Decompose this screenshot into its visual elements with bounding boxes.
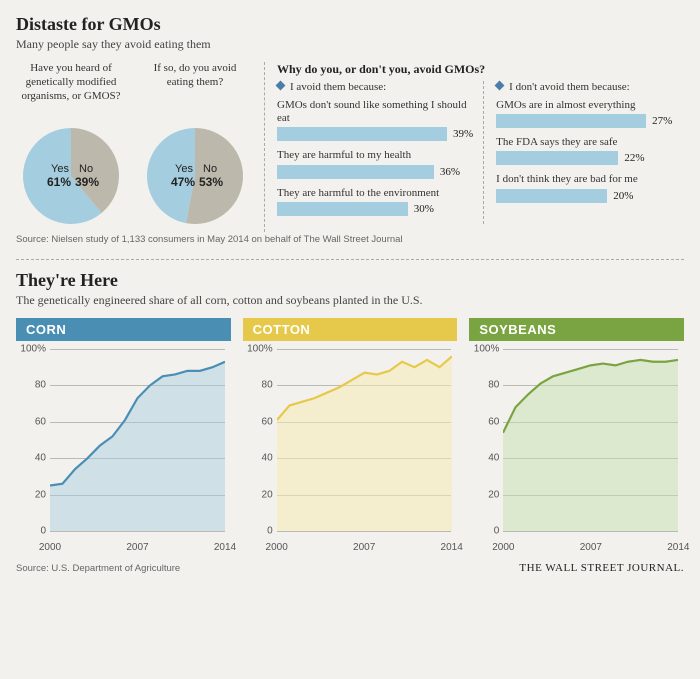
bar-label: They are harmful to my health — [277, 149, 473, 162]
y-tick-label: 20 — [20, 489, 46, 500]
y-tick-label: 60 — [473, 416, 499, 427]
dont-avoid-sub: I don't avoid them because: — [496, 81, 684, 93]
y-tick-label: 40 — [247, 453, 273, 464]
bar-value: 30% — [414, 203, 434, 215]
chart-cotton: COTTON 0 20 40 60 80 100% 200020072014 — [243, 318, 458, 539]
y-tick-label: 0 — [20, 526, 46, 537]
x-tick-label: 2000 — [39, 542, 61, 553]
pie1-question: Have you heard of genetically modified o… — [16, 62, 126, 118]
plot-area: 200020072014 — [503, 349, 678, 539]
chart-body: 0 20 40 60 80 100% 200020072014 — [469, 341, 684, 539]
chart-header: SOYBEANS — [469, 318, 684, 341]
bar-label: They are harmful to the environment — [277, 187, 473, 200]
svg-text:39%: 39% — [75, 175, 99, 189]
pie-charts: Have you heard of genetically modified o… — [16, 62, 250, 232]
y-tick-label: 60 — [247, 416, 273, 427]
x-tick-label: 2007 — [580, 542, 602, 553]
attribution: THE WALL STREET JOURNAL. — [519, 562, 684, 574]
y-tick-label: 80 — [247, 380, 273, 391]
bar-item: They are harmful to my health 36% — [277, 149, 473, 178]
y-tick-label: 20 — [247, 489, 273, 500]
line-charts-row: CORN 0 20 40 60 80 100% 200020072014 COTTON 0 20 40… — [16, 318, 684, 539]
y-tick-label: 100% — [20, 344, 46, 355]
svg-text:No: No — [203, 163, 217, 175]
bar-label: GMOs are in almost everything — [496, 99, 684, 112]
reasons-column: Why do you, or don't you, avoid GMOs? I … — [264, 62, 684, 232]
section-distaste: Distaste for GMOs Many people say they a… — [16, 14, 684, 245]
x-tick-label: 2014 — [667, 542, 689, 553]
pie-avoid: If so, do you avoid eating them? Yes47% N… — [140, 62, 250, 226]
section1-subtitle: Many people say they avoid eating them — [16, 37, 684, 52]
chart-header: COTTON — [243, 318, 458, 341]
bar-label: GMOs don't sound like something I should… — [277, 99, 473, 125]
section-theyre-here: They're Here The genetically engineered … — [16, 270, 684, 574]
bar-label: The FDA says they are safe — [496, 136, 684, 149]
svg-text:53%: 53% — [199, 175, 223, 189]
bar-value: 20% — [613, 190, 633, 202]
svg-text:No: No — [79, 163, 93, 175]
plot-area: 200020072014 — [50, 349, 225, 539]
bar-item: GMOs don't sound like something I should… — [277, 99, 473, 141]
y-tick-label: 20 — [473, 489, 499, 500]
chart-soybeans: SOYBEANS 0 20 40 60 80 100% 200020072014 — [469, 318, 684, 539]
plot-area: 200020072014 — [277, 349, 452, 539]
section2-title: They're Here — [16, 270, 684, 291]
y-tick-label: 40 — [20, 453, 46, 464]
svg-text:Yes: Yes — [51, 163, 69, 175]
x-tick-label: 2007 — [126, 542, 148, 553]
section2-source: Source: U.S. Department of Agriculture — [16, 563, 180, 574]
pie2-svg: Yes47% No53% — [145, 126, 245, 226]
y-tick-label: 80 — [473, 380, 499, 391]
y-tick-label: 0 — [247, 526, 273, 537]
chart-body: 0 20 40 60 80 100% 200020072014 — [243, 341, 458, 539]
pie-heard: Have you heard of genetically modified o… — [16, 62, 126, 226]
section2-subtitle: The genetically engineered share of all … — [16, 293, 684, 308]
pie1-svg: Yes61% No39% — [21, 126, 121, 226]
svg-text:61%: 61% — [47, 175, 71, 189]
x-tick-label: 2007 — [353, 542, 375, 553]
y-tick-label: 0 — [473, 526, 499, 537]
x-tick-label: 2014 — [214, 542, 236, 553]
dont-avoid-group: I don't avoid them because: GMOs are in … — [483, 81, 684, 224]
y-tick-label: 80 — [20, 380, 46, 391]
chart-body: 0 20 40 60 80 100% 200020072014 — [16, 341, 231, 539]
bar-item: They are harmful to the environment 30% — [277, 187, 473, 216]
bar-item: GMOs are in almost everything 27% — [496, 99, 684, 128]
chart-corn: CORN 0 20 40 60 80 100% 200020072014 — [16, 318, 231, 539]
section-divider — [16, 259, 684, 260]
bars-question: Why do you, or don't you, avoid GMOs? — [277, 62, 684, 77]
svg-text:47%: 47% — [171, 175, 195, 189]
avoid-group: I avoid them because: GMOs don't sound l… — [277, 81, 473, 224]
x-tick-label: 2000 — [266, 542, 288, 553]
svg-text:Yes: Yes — [175, 163, 193, 175]
y-tick-label: 40 — [473, 453, 499, 464]
x-tick-label: 2014 — [441, 542, 463, 553]
section1-source: Source: Nielsen study of 1,133 consumers… — [16, 234, 684, 245]
avoid-sub: I avoid them because: — [277, 81, 473, 93]
bar-item: I don't think they are bad for me 20% — [496, 173, 684, 202]
y-tick-label: 60 — [20, 416, 46, 427]
section1-title: Distaste for GMOs — [16, 14, 684, 35]
pie2-question: If so, do you avoid eating them? — [140, 62, 250, 118]
bar-value: 36% — [440, 166, 460, 178]
bar-value: 39% — [453, 128, 473, 140]
x-tick-label: 2000 — [492, 542, 514, 553]
bar-label: I don't think they are bad for me — [496, 173, 684, 186]
bar-item: The FDA says they are safe 22% — [496, 136, 684, 165]
bar-value: 27% — [652, 115, 672, 127]
bar-value: 22% — [624, 152, 644, 164]
y-tick-label: 100% — [247, 344, 273, 355]
chart-header: CORN — [16, 318, 231, 341]
y-tick-label: 100% — [473, 344, 499, 355]
